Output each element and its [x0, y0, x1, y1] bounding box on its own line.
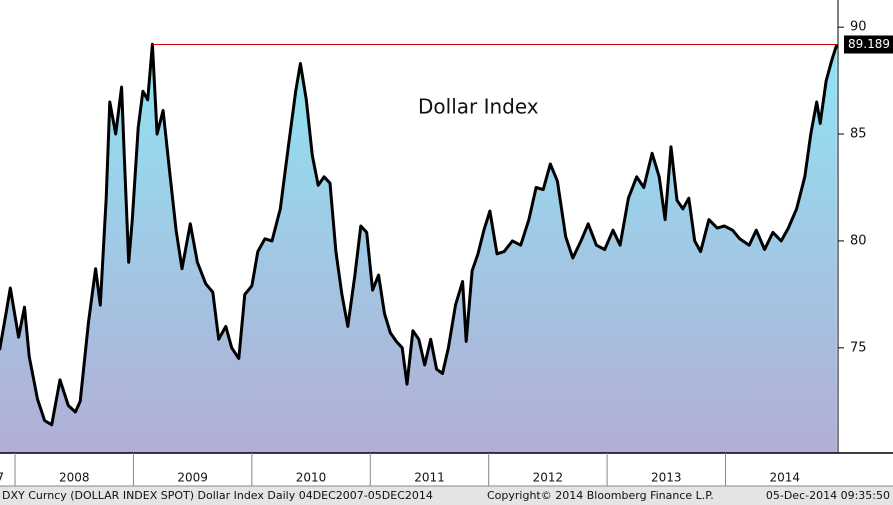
- y-tick-label: 80: [850, 233, 867, 248]
- last-value-box: [844, 35, 893, 54]
- footer-bar: [0, 486, 893, 505]
- plot-area: [0, 42, 838, 453]
- y-tick-label: 85: [850, 127, 867, 142]
- area-fill: [0, 44, 837, 453]
- x-tick-label: 2009: [177, 471, 208, 485]
- chart-title: Dollar Index: [418, 95, 539, 119]
- footer-left: DXY Curncy (DOLLAR INDEX SPOT) Dollar In…: [2, 489, 433, 502]
- x-tick-label: 2014: [769, 471, 800, 485]
- line: [0, 42, 838, 427]
- footer-right: 05-Dec-2014 09:35:50: [766, 489, 890, 502]
- x-tick-label: 2011: [414, 471, 445, 485]
- x-tick-label: 7: [0, 471, 4, 485]
- x-tick-label: 2010: [296, 471, 327, 485]
- x-tick-label: 2013: [651, 471, 682, 485]
- y-tick-label: 90: [850, 20, 867, 35]
- x-tick-label: 2008: [59, 471, 90, 485]
- last-value-label: 89.189: [848, 37, 890, 51]
- footer-center: Copyright© 2014 Bloomberg Finance L.P.: [487, 489, 714, 502]
- x-tick-label: 2012: [533, 471, 564, 485]
- y-tick-label: 75: [850, 340, 867, 355]
